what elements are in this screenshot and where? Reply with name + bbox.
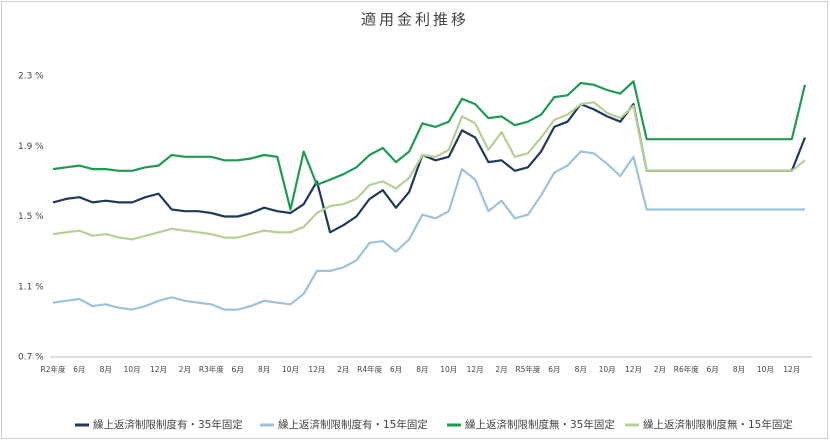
series-line [52, 150, 805, 311]
x-tick-label: R6年度 [674, 364, 699, 374]
y-tick-label: 2.3 % [18, 72, 44, 82]
x-tick-label: 10月 [440, 365, 457, 374]
x-tick-label: 8月 [575, 365, 587, 374]
x-tick-label: 8月 [100, 365, 112, 374]
y-tick-label: 1.1 % [18, 282, 44, 292]
x-tick-label: 6月 [707, 365, 719, 374]
x-tick-label: 2月 [337, 365, 349, 374]
x-tick-label: 12月 [467, 365, 484, 374]
x-tick-label: R2年度 [41, 364, 66, 374]
x-tick-label: 8月 [733, 365, 745, 374]
series-line [52, 101, 806, 241]
x-tick-label: R3年度 [199, 364, 224, 374]
legend-label: 繰上返済制限制度無・35年固定 [465, 418, 615, 431]
x-tick-label: 10月 [599, 365, 616, 374]
x-tick-label: 2月 [495, 365, 507, 374]
x-tick-label: 12月 [625, 365, 642, 374]
x-tick-label: 10月 [282, 365, 299, 374]
x-tick-label: 12月 [308, 365, 325, 374]
legend-label: 繰上返済制限制度有・15年固定 [278, 418, 428, 431]
x-tick-label: 12月 [783, 365, 800, 374]
x-tick-label: 6月 [73, 365, 85, 374]
y-tick-label: 1.9 % [18, 142, 44, 152]
x-tick-label: 8月 [258, 365, 270, 374]
y-tick-label: 0.7 % [18, 353, 44, 363]
x-tick-label: R4年度 [357, 364, 382, 374]
x-tick-label: 10月 [757, 365, 774, 374]
x-tick-label: 8月 [416, 365, 428, 374]
x-tick-label: 6月 [390, 365, 402, 374]
x-tick-label: 2月 [179, 365, 191, 374]
x-tick-label: R5年度 [515, 364, 540, 374]
series-line [52, 80, 807, 211]
legend-label: 繰上返済制限制度無・15年固定 [643, 418, 793, 431]
y-tick-label: 1.5 % [18, 212, 44, 222]
chart-title: 適用金利推移 [361, 11, 469, 29]
x-tick-label: 10月 [124, 365, 141, 374]
x-tick-label: 2月 [654, 365, 666, 374]
x-tick-label: 6月 [548, 365, 560, 374]
x-tick-label: 6月 [232, 365, 244, 374]
legend-label: 繰上返済制限制度有・35年固定 [93, 418, 243, 431]
x-tick-label: 12月 [150, 365, 167, 374]
